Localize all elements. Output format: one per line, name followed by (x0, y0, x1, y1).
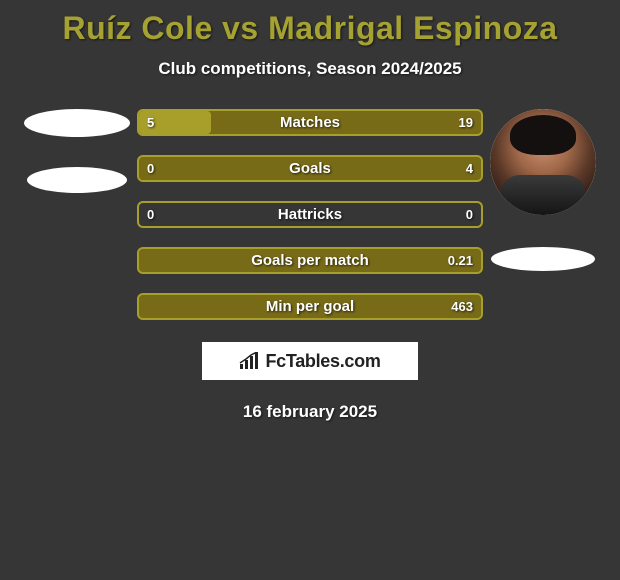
site-logo[interactable]: FcTables.com (202, 342, 418, 380)
subtitle: Club competitions, Season 2024/2025 (0, 59, 620, 79)
player-name-pill-left (27, 167, 127, 193)
stat-bar: Matches5 19 (137, 109, 483, 136)
stat-bar: Hattricks0 0 (137, 201, 483, 228)
content-row: Matches519Goals04Hattricks00Goals per ma… (0, 109, 620, 320)
avatar-photo-right (490, 109, 596, 215)
page-title: Ruíz Cole vs Madrigal Espinoza (0, 10, 620, 47)
avatar-right (490, 109, 596, 215)
player-name-pill-right (491, 247, 595, 271)
bar-value-right: 0.21 (448, 249, 473, 272)
bar-label: Min per goal (139, 295, 481, 318)
bar-value-right: 4 (466, 157, 473, 180)
stats-bars: Matches519Goals04Hattricks00Goals per ma… (137, 109, 483, 320)
bar-value-left: 0 (147, 203, 154, 226)
avatar-placeholder-left (24, 109, 130, 137)
bar-value-right: 463 (451, 295, 473, 318)
stat-bar: Min per goal463 (137, 293, 483, 320)
date-line: 16 february 2025 (0, 402, 620, 422)
comparison-widget: Ruíz Cole vs Madrigal Espinoza Club comp… (0, 10, 620, 580)
bar-value-left: 5 (147, 111, 154, 134)
logo-text: FcTables.com (265, 351, 380, 372)
bar-label: Hattricks (139, 203, 481, 226)
bar-value-left: 0 (147, 157, 154, 180)
right-player-col (483, 109, 603, 271)
left-player-col (17, 109, 137, 193)
stat-bar: Goals per match0.21 (137, 247, 483, 274)
stat-bar: Goals0 4 (137, 155, 483, 182)
bar-chart-icon (239, 352, 261, 370)
bar-label: Goals (139, 157, 481, 180)
bar-label: Matches (139, 111, 481, 134)
bar-value-right: 19 (459, 111, 473, 134)
bar-label: Goals per match (139, 249, 481, 272)
bar-value-right: 0 (466, 203, 473, 226)
